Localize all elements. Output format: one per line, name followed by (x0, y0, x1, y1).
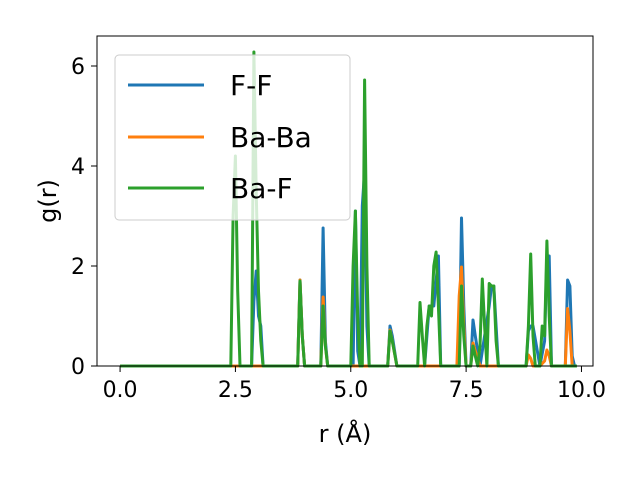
series-line-ba-ba (120, 265, 574, 368)
y-tick-label: 6 (71, 55, 85, 80)
legend-label-ba-ba: Ba-Ba (230, 121, 312, 154)
x-tick-label: 10.0 (557, 378, 606, 403)
x-tick-label: 2.5 (218, 378, 253, 403)
x-tick-label: 7.5 (449, 378, 484, 403)
y-axis-label: g(r) (34, 179, 62, 223)
legend: F-F Ba-Ba Ba-F (114, 54, 351, 221)
x-axis-label: r (Å) (319, 419, 372, 448)
y-tick-label: 2 (71, 255, 85, 280)
legend-label-ba-f: Ba-F (230, 172, 293, 205)
y-axis: 0 2 4 6 (71, 55, 97, 380)
legend-label-f-f: F-F (230, 69, 272, 102)
x-tick-label: 5.0 (333, 378, 368, 403)
x-tick-label: 0.0 (103, 378, 138, 403)
y-tick-label: 4 (71, 155, 85, 180)
axes-frame (96, 35, 594, 367)
y-tick-label: 0 (71, 355, 85, 380)
x-axis: 0.0 2.5 5.0 7.5 10.0 (103, 366, 606, 403)
legend-box (114, 54, 351, 221)
